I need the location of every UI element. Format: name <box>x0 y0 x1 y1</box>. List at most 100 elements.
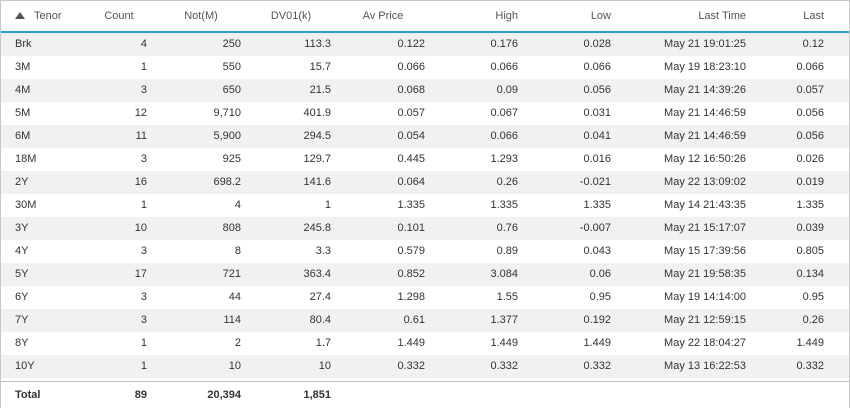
table-row[interactable]: 30M 1 4 1 1.335 1.335 1.335 May 14 21:43:35 1.33… <box>1 194 849 217</box>
tenor-cell: 5M <box>15 107 31 119</box>
dv01-cell: 10 <box>318 360 331 372</box>
notional-cell: 10 <box>228 360 241 372</box>
last-cell: 0.332 <box>796 360 824 372</box>
column-header-notional[interactable]: Not(M) <box>184 10 218 22</box>
last-cell: 0.12 <box>802 38 824 50</box>
column-header-tenor[interactable]: Tenor <box>15 1 105 31</box>
notional-cell: 250 <box>222 38 241 50</box>
last-time-cell: May 15 17:39:56 <box>664 245 746 257</box>
notional-cell: 9,710 <box>213 107 241 119</box>
table-row[interactable]: 18M 3 925 129.7 0.445 1.293 0.016 May 12 16:50:… <box>1 148 849 171</box>
table-row[interactable]: 4M 3 650 21.5 0.068 0.09 0.056 May 21 14:39:26 0… <box>1 79 849 102</box>
last-cell: 0.019 <box>796 176 824 188</box>
column-header-count[interactable]: Count <box>104 10 134 22</box>
last-cell: 0.26 <box>802 314 824 326</box>
dv01-cell: 15.7 <box>309 61 331 73</box>
column-header-low[interactable]: Low <box>590 10 611 22</box>
column-header-dv01[interactable]: DV01(k) <box>270 10 312 22</box>
notional-cell: 721 <box>222 268 241 280</box>
dv01-cell: 401.9 <box>303 107 331 119</box>
column-header-av-price[interactable]: Av Price <box>362 10 404 22</box>
dv01-cell: 1.7 <box>315 337 331 349</box>
notional-cell: 44 <box>228 291 241 303</box>
last-time-cell: May 21 19:58:35 <box>664 268 746 280</box>
notional-cell: 4 <box>234 199 241 211</box>
column-header-last-time[interactable]: Last Time <box>698 10 746 22</box>
notional-cell: 808 <box>222 222 241 234</box>
last-cell: 0.056 <box>796 130 824 142</box>
last-time-cell: May 21 14:46:59 <box>664 130 746 142</box>
table-row[interactable]: 4Y 3 8 3.3 0.579 0.89 0.043 May 15 17:39:56 0.80… <box>1 240 849 263</box>
count-cell: 1 <box>140 199 147 211</box>
count-cell: 16 <box>134 176 147 188</box>
last-time-cell: May 21 12:59:15 <box>664 314 746 326</box>
table-row[interactable]: 2Y 16 698.2 141.6 0.064 0.26 -0.021 May 22 13:0… <box>1 171 849 194</box>
column-header-last[interactable]: Last <box>803 10 824 22</box>
table-row[interactable]: 10Y 1 10 10 0.332 0.332 0.332 May 13 16:22:53 0.… <box>1 355 849 378</box>
high-cell: 0.066 <box>490 130 518 142</box>
dv01-cell: 113.3 <box>304 38 331 50</box>
low-cell: 0.066 <box>583 61 611 73</box>
low-cell: 0.95 <box>589 291 611 303</box>
low-cell: 1.449 <box>583 337 611 349</box>
notional-cell: 114 <box>223 314 241 326</box>
high-cell: 1.55 <box>496 291 518 303</box>
table-row[interactable]: Brk 4 250 113.3 0.122 0.176 0.028 May 21 19:01:… <box>1 33 849 56</box>
tenor-cell: 18M <box>15 153 37 165</box>
last-time-cell: May 19 18:23:10 <box>664 61 746 73</box>
table-row[interactable]: 3Y 10 808 245.8 0.101 0.76 -0.007 May 21 15:17:… <box>1 217 849 240</box>
tenor-cell: 6Y <box>15 291 29 303</box>
low-cell: 0.06 <box>589 268 611 280</box>
av-price-cell: 0.066 <box>397 61 425 73</box>
table-row[interactable]: 3M 1 550 15.7 0.066 0.066 0.066 May 19 18:23:10… <box>1 56 849 79</box>
high-cell: 0.09 <box>496 84 518 96</box>
high-cell: 3.084 <box>490 268 518 280</box>
high-cell: 1.449 <box>490 337 518 349</box>
count-cell: 1 <box>140 61 147 73</box>
low-cell: 0.041 <box>583 130 611 142</box>
last-cell: 1.449 <box>796 337 824 349</box>
high-cell: 0.89 <box>496 245 518 257</box>
av-price-cell: 0.445 <box>397 153 425 165</box>
high-cell: 0.067 <box>490 107 518 119</box>
low-cell: 0.043 <box>583 245 611 257</box>
table-row[interactable]: 5Y 17 721 363.4 0.852 3.084 0.06 May 21 19:58:3… <box>1 263 849 286</box>
notional-cell: 5,900 <box>213 130 241 142</box>
count-cell: 3 <box>140 314 147 326</box>
low-cell: 1.335 <box>583 199 611 211</box>
column-header-high[interactable]: High <box>495 10 518 22</box>
tenor-cell: 3Y <box>15 222 29 234</box>
table-row[interactable]: 5M 12 9,710 401.9 0.057 0.067 0.031 May 21 14:4… <box>1 102 849 125</box>
last-cell: 0.026 <box>796 153 824 165</box>
table-row[interactable]: 6Y 3 44 27.4 1.298 1.55 0.95 May 19 14:14:00 0.9… <box>1 286 849 309</box>
av-price-cell: 0.852 <box>397 268 425 280</box>
count-cell: 10 <box>134 222 147 234</box>
table-row[interactable]: 6M 11 5,900 294.5 0.054 0.066 0.041 May 21 14:4… <box>1 125 849 148</box>
dv01-cell: 80.4 <box>309 314 331 326</box>
av-price-cell: 0.61 <box>403 314 425 326</box>
low-cell: 0.028 <box>583 38 611 50</box>
last-cell: 0.039 <box>796 222 824 234</box>
dv01-cell: 27.4 <box>309 291 331 303</box>
count-cell: 3 <box>140 84 147 96</box>
total-row: Total 89 20,394 1,851 <box>1 381 849 408</box>
table-row[interactable]: 8Y 1 2 1.7 1.449 1.449 1.449 May 22 18:04:27 1.4… <box>1 332 849 355</box>
notional-cell: 698.2 <box>213 176 241 188</box>
last-cell: 0.066 <box>796 61 824 73</box>
tenor-cell: 6M <box>15 130 31 142</box>
last-time-cell: May 12 16:50:26 <box>664 153 746 165</box>
tenor-cell: 8Y <box>15 337 29 349</box>
dv01-cell: 3.3 <box>315 245 331 257</box>
high-cell: 0.332 <box>490 360 518 372</box>
dv01-cell: 141.6 <box>303 176 331 188</box>
last-time-cell: May 21 15:17:07 <box>664 222 746 234</box>
tenor-cell: 2Y <box>15 176 29 188</box>
count-cell: 3 <box>140 291 147 303</box>
last-time-cell: May 22 18:04:27 <box>664 337 746 349</box>
low-cell: 0.192 <box>583 314 611 326</box>
table-row[interactable]: 7Y 3 114 80.4 0.61 1.377 0.192 May 21 12:59:15 0… <box>1 309 849 332</box>
low-cell: 0.031 <box>583 107 611 119</box>
last-time-cell: May 13 16:22:53 <box>664 360 746 372</box>
tenor-cell: 4M <box>15 84 31 96</box>
high-cell: 0.176 <box>490 38 518 50</box>
